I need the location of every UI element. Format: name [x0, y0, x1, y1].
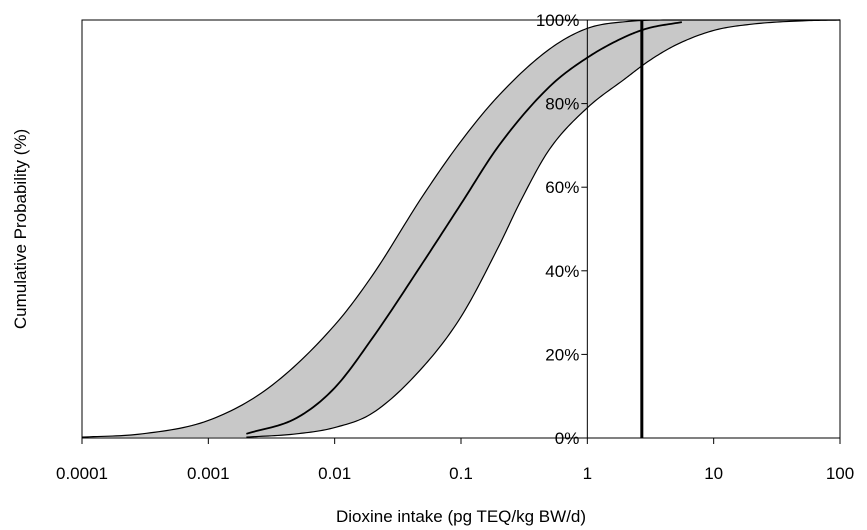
y-axis-ticks: 0% 20% 40% 60% 80% 100% — [536, 11, 588, 448]
x-axis-title: Dioxine intake (pg TEQ/kg BW/d) — [336, 507, 586, 526]
x-tick-label: 0.0001 — [56, 464, 108, 483]
x-axis-ticks: 0.0001 0.001 0.01 0.1 1 10 100 — [56, 438, 854, 483]
probability-band — [82, 20, 840, 438]
x-tick-label: 100 — [826, 464, 854, 483]
y-tick-label: 40% — [545, 262, 579, 281]
x-tick-label: 1 — [583, 464, 592, 483]
median-line — [246, 21, 683, 435]
x-tick-label: 10 — [704, 464, 723, 483]
y-tick-label: 80% — [545, 95, 579, 114]
y-tick-label: 100% — [536, 11, 579, 30]
x-tick-label: 0.1 — [449, 464, 473, 483]
y-tick-label: 20% — [545, 345, 579, 364]
upper-bound-line — [81, 19, 840, 438]
y-tick-label: 0% — [555, 429, 580, 448]
lower-bound-line — [246, 19, 841, 438]
y-tick-label: 60% — [545, 178, 579, 197]
x-tick-label: 0.01 — [318, 464, 351, 483]
y-axis-title: Cumulative Probability (%) — [11, 129, 30, 329]
x-tick-label: 0.001 — [187, 464, 230, 483]
